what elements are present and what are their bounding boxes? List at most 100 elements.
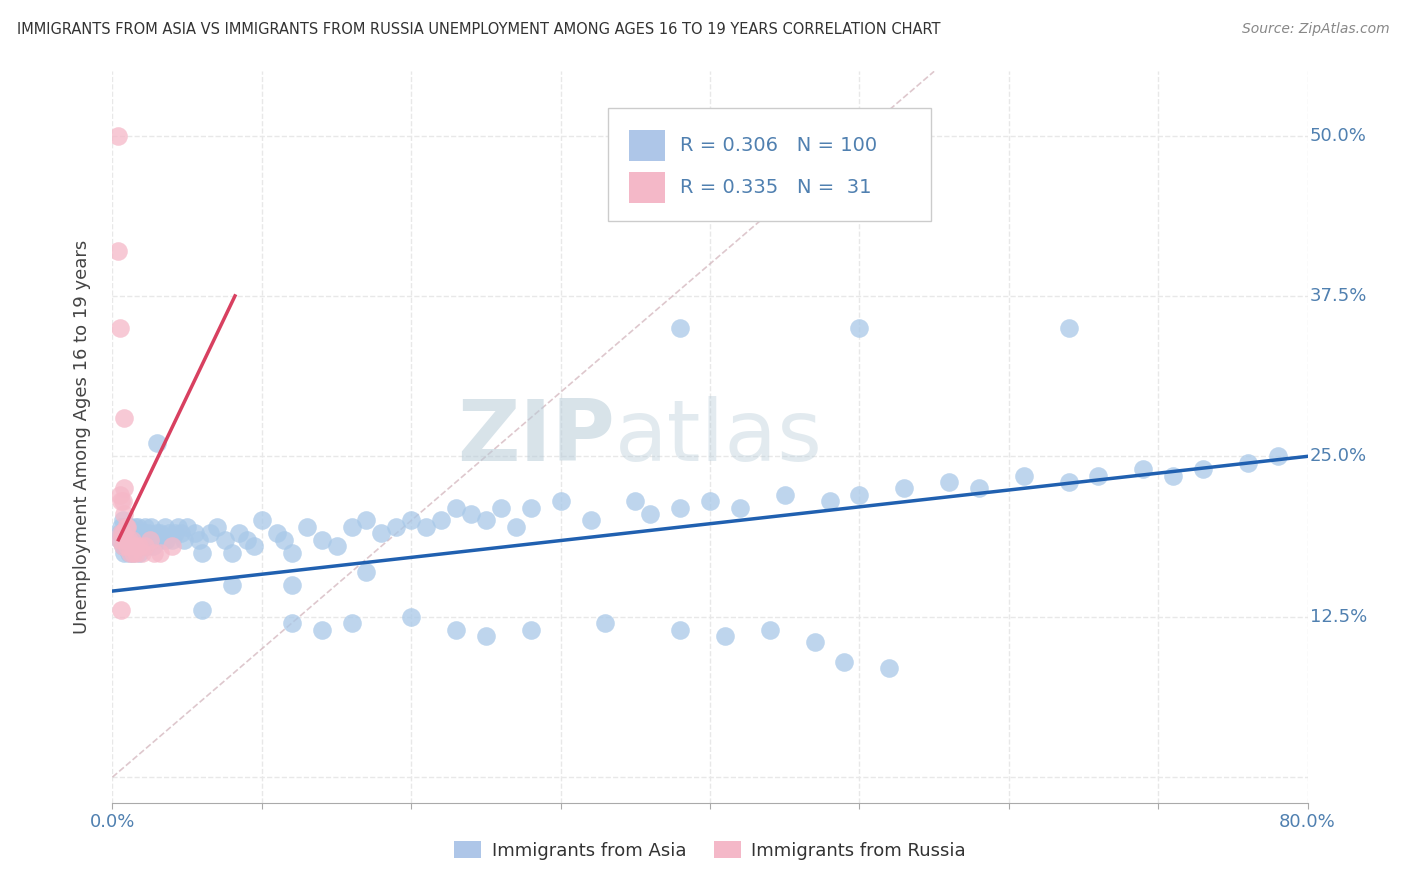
Point [149,545,172,559]
Point [250,514,273,528]
Point [152,533,174,547]
Point [311,623,333,637]
Point [125,533,148,547]
Point [114,410,135,425]
Point [273,533,295,547]
Point [114,482,135,496]
Point [129,526,152,541]
Point [139,533,162,547]
Point [370,526,392,541]
Point [153,520,176,534]
Point [243,539,266,553]
Point [520,623,543,637]
Point [128,545,150,559]
Point [191,603,214,617]
Point [1057,321,1080,335]
Point [1267,450,1289,464]
Point [162,533,183,547]
Point [118,533,141,547]
Point [131,533,153,547]
Point [124,539,146,553]
Point [893,482,915,496]
Point [107,128,129,143]
Point [385,520,408,534]
Point [183,526,205,541]
Point [146,526,169,541]
Y-axis label: Unemployment Among Ages 16 to 19 years: Unemployment Among Ages 16 to 19 years [73,240,91,634]
Point [550,494,572,508]
Point [108,533,131,547]
Point [125,539,148,553]
Point [162,539,183,553]
Point [124,520,146,534]
Point [115,533,138,547]
Point [110,520,132,534]
Point [134,539,156,553]
Point [138,526,160,541]
Point [110,526,132,541]
Point [120,520,142,534]
Point [460,507,482,521]
Point [188,533,211,547]
Text: 37.5%: 37.5% [1310,287,1368,305]
Point [759,623,782,637]
Point [803,635,825,649]
Point [444,500,467,515]
Point [117,520,139,534]
Point [595,616,617,631]
Point [281,545,304,559]
Point [489,500,512,515]
Point [415,520,437,534]
FancyBboxPatch shape [609,108,931,221]
Point [114,545,135,559]
Point [520,500,543,515]
Point [117,526,139,541]
Point [214,533,236,547]
Point [135,539,157,553]
Point [167,520,190,534]
Point [579,514,602,528]
Point [1237,456,1260,470]
Point [221,577,243,591]
Point [139,533,162,547]
Point [120,545,142,559]
Point [125,545,148,559]
Point [295,520,318,534]
Point [281,577,304,591]
Point [143,533,166,547]
Point [1087,468,1109,483]
Point [173,533,195,547]
Point [115,520,138,534]
Point [401,514,423,528]
Point [114,507,135,521]
Point [198,526,221,541]
Point [117,539,139,553]
Point [115,533,138,547]
Text: 50.0%: 50.0% [1310,127,1367,145]
Point [624,494,647,508]
Point [938,475,960,489]
Point [117,539,139,553]
Text: atlas: atlas [614,395,823,479]
Point [848,488,870,502]
Point [669,321,692,335]
Point [475,514,498,528]
Point [155,533,177,547]
Point [118,545,141,559]
Point [221,545,243,559]
Point [773,488,796,502]
Point [848,321,870,335]
Point [108,533,131,547]
Point [165,526,187,541]
Point [108,526,131,541]
Point [131,539,153,553]
Point [640,507,662,521]
Point [128,533,150,547]
Point [108,488,131,502]
Text: 25.0%: 25.0% [1310,447,1367,466]
Point [1161,468,1184,483]
Point [143,545,166,559]
Text: IMMIGRANTS FROM ASIA VS IMMIGRANTS FROM RUSSIA UNEMPLOYMENT AMONG AGES 16 TO 19 : IMMIGRANTS FROM ASIA VS IMMIGRANTS FROM … [17,22,941,37]
Point [1012,468,1035,483]
Point [107,244,129,258]
